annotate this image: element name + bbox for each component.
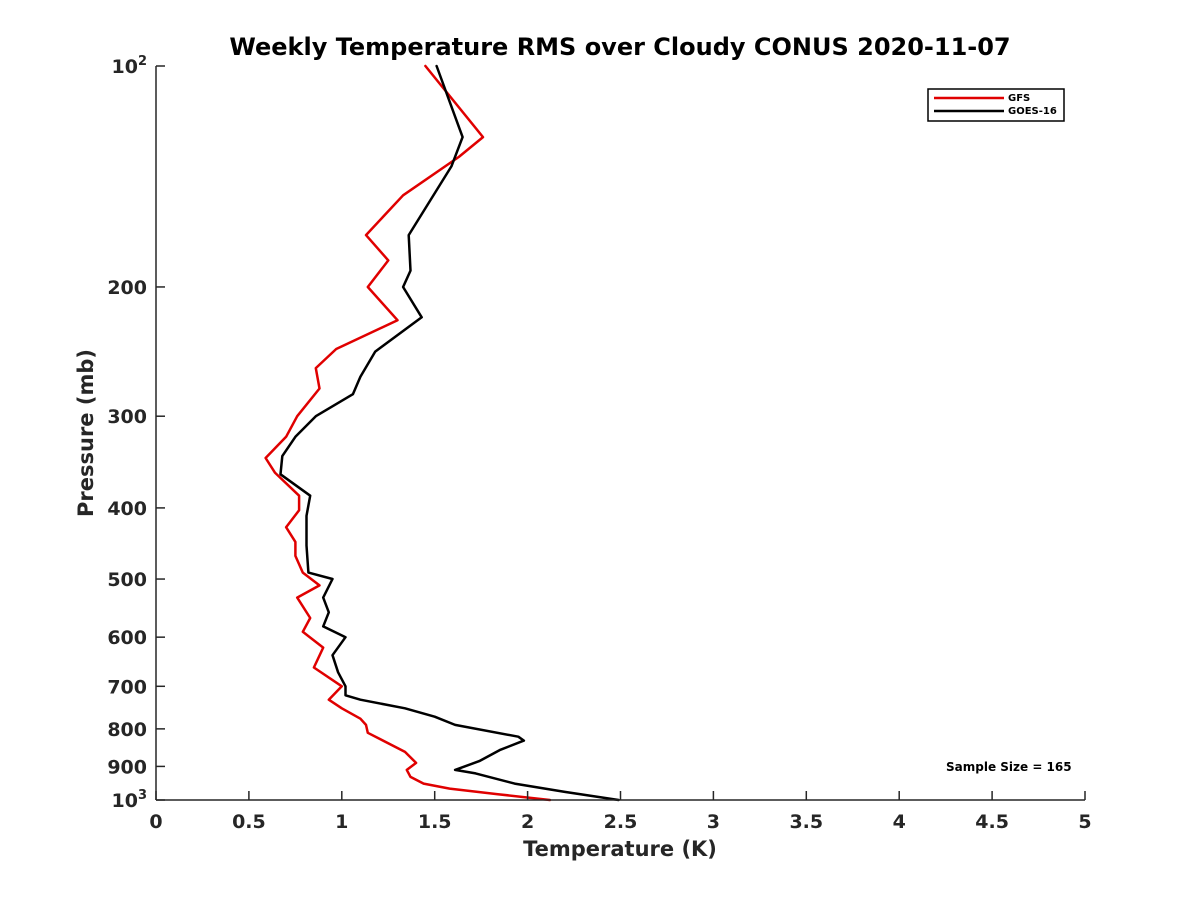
y-tick-label: 900 (107, 756, 147, 778)
x-tick-label: 4 (893, 811, 906, 833)
x-tick-label: 0.5 (232, 811, 266, 833)
x-tick-label: 2 (521, 811, 534, 833)
axes (155, 66, 1085, 801)
y-tick-label: 600 (107, 627, 147, 649)
x-tick-label: 4.5 (975, 811, 1009, 833)
chart-title: Weekly Temperature RMS over Cloudy CONUS… (229, 33, 1010, 61)
x-axis-label: Temperature (K) (523, 837, 717, 861)
series-line-gfs (264, 64, 552, 802)
y-tick-label: 300 (107, 406, 147, 428)
x-tick-label: 0 (149, 811, 162, 833)
x-tick-label: 1 (335, 811, 348, 833)
x-tick-label: 2.5 (604, 811, 638, 833)
y-tick-label: 103 (112, 788, 148, 812)
y-tick-label: 200 (107, 277, 147, 299)
x-tick-label: 1.5 (418, 811, 452, 833)
x-ticks: 0 0.5 1 1.5 2 2.5 3 3.5 4 4.5 5 (149, 791, 1092, 833)
y-tick-label: 400 (107, 498, 147, 520)
y-tick-label: 700 (107, 676, 147, 698)
series-line-goes-16 (279, 64, 620, 802)
y-tick-label: 800 (107, 719, 147, 741)
legend: GFS GOES-16 (927, 88, 1065, 122)
series-layer (264, 64, 620, 802)
x-tick-label: 3.5 (789, 811, 823, 833)
legend-label-gfs: GFS (1008, 93, 1030, 104)
legend-label-goes-16: GOES-16 (1008, 106, 1057, 117)
sample-size-annotation: Sample Size = 165 (946, 760, 1072, 774)
x-tick-label: 5 (1078, 811, 1091, 833)
legend-box (927, 88, 1065, 122)
y-tick-label: 500 (107, 569, 147, 591)
x-tick-label: 3 (707, 811, 720, 833)
y-tick-label: 102 (112, 54, 148, 78)
y-ticks: 102 200 300 400 500 600 700 800 900 103 (107, 54, 165, 812)
y-axis-label: Pressure (mb) (74, 349, 98, 517)
